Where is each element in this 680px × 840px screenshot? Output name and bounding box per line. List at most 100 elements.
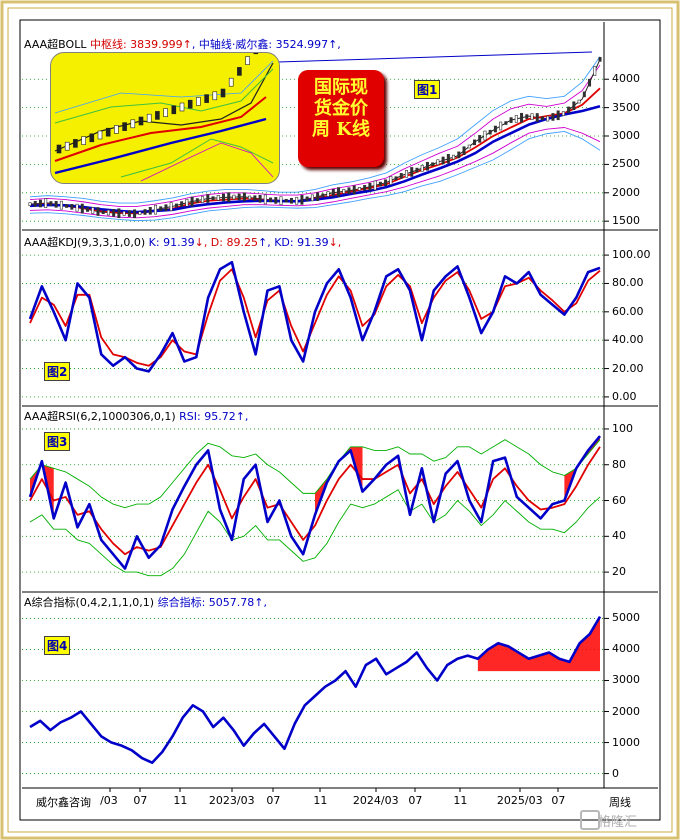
candle [425, 161, 429, 171]
candle [378, 181, 382, 187]
candle [133, 209, 137, 219]
candle [478, 135, 482, 143]
kdj-d-arrow: ↑ [257, 236, 268, 249]
inset-candle [212, 91, 218, 101]
candle [106, 209, 110, 216]
candle [431, 162, 435, 167]
candle [59, 200, 63, 210]
inset-candle [187, 99, 193, 109]
inset-candle [114, 125, 119, 134]
inset-cyan-upper [54, 60, 274, 114]
series-line-green [29, 439, 601, 509]
x-tick-label: /03 [100, 794, 118, 807]
rsi-arrow: ↑, [235, 410, 249, 423]
candle [567, 106, 571, 114]
candle [75, 203, 79, 212]
composite-fill [477, 616, 600, 672]
boll-mid-arrow: ↑ [182, 38, 192, 51]
inset-candle [122, 122, 127, 131]
kdj-k-arrow: ↓ [194, 236, 204, 249]
kdj-kd-arrow: ↓, [328, 236, 342, 249]
candle [232, 194, 236, 200]
candle [509, 117, 513, 123]
inset-candle [146, 113, 152, 123]
candle [221, 193, 225, 202]
series-line-cyan [29, 56, 601, 204]
candle [472, 139, 476, 146]
candle [185, 198, 189, 207]
candle [237, 193, 241, 201]
series-line-green [29, 489, 601, 577]
candle [305, 196, 309, 202]
candle [154, 204, 158, 215]
tag-figure-1: 图1 [414, 80, 441, 99]
candle [457, 151, 461, 159]
y-tick-label: 20 [612, 565, 626, 579]
inset-blue-line [54, 117, 267, 175]
candle [488, 129, 492, 135]
candle [248, 195, 252, 200]
candle [279, 196, 283, 206]
candle [91, 207, 95, 214]
candle [436, 159, 440, 166]
inset-candle [196, 97, 201, 106]
candle [164, 204, 168, 211]
candle [588, 78, 592, 87]
kdj-k: K: 91.39 [148, 236, 195, 249]
inset-chart [50, 52, 280, 184]
candle [284, 198, 288, 203]
candle [530, 113, 534, 120]
inset-plot [54, 53, 274, 182]
x-tick-label: 2023/03 [208, 794, 255, 807]
inset-candle [130, 119, 136, 129]
candle [540, 116, 544, 121]
x-tick-label: 2025/03 [496, 794, 543, 807]
candle [405, 169, 409, 178]
candle [263, 194, 267, 205]
y-tick-label: 5000 [612, 611, 640, 625]
candle [514, 115, 518, 123]
candle [49, 201, 53, 206]
series-line-cyan [29, 131, 601, 222]
watermark: 格隆汇 [598, 815, 638, 830]
inset-candle [220, 88, 226, 98]
candle [211, 196, 215, 200]
inset-candle [253, 53, 259, 55]
inset-candle [138, 116, 144, 126]
candle [180, 201, 184, 207]
candle [525, 114, 529, 119]
inset-candle [56, 144, 62, 154]
candle [169, 202, 173, 211]
candle [195, 198, 199, 203]
inset-candle [179, 102, 185, 112]
candle [462, 146, 466, 155]
y-tick-label: 3000 [612, 129, 640, 142]
y-tick-label: 1500 [612, 214, 640, 228]
kdj-header: AAA超KDJ(9,3,3,1,0,0) K: 91.39↓, D: 89.25… [24, 234, 341, 250]
candle [467, 144, 471, 149]
watermark-logo-icon [580, 810, 600, 830]
y-tick-label: 80 [612, 457, 626, 471]
candle [86, 207, 90, 212]
inset-candle [155, 111, 160, 120]
series-line-blue [28, 260, 601, 373]
inset-candle [73, 139, 78, 148]
candle [556, 110, 560, 121]
series-line-blue [29, 615, 602, 765]
inset-candle [171, 105, 177, 115]
candle [258, 195, 262, 203]
candle [122, 211, 126, 216]
rsi-value: RSI: 95.72 [179, 410, 236, 423]
candle [326, 191, 330, 197]
candle [127, 210, 131, 217]
candle [44, 198, 48, 208]
x-tick-label: 07 [408, 794, 423, 807]
inset-candle [163, 108, 168, 117]
y-tick-label: 0.00 [612, 389, 637, 403]
series-line-red [29, 446, 601, 556]
comp-header: A综合指标(0,4,2,1,1,0,1) 综合指标: 5057.78↑, [24, 594, 267, 610]
candle [483, 130, 487, 141]
rsi-name: AAA超RSI(6,2,1000306,0,1) [24, 410, 176, 423]
candle [593, 66, 597, 76]
candle [373, 180, 377, 191]
